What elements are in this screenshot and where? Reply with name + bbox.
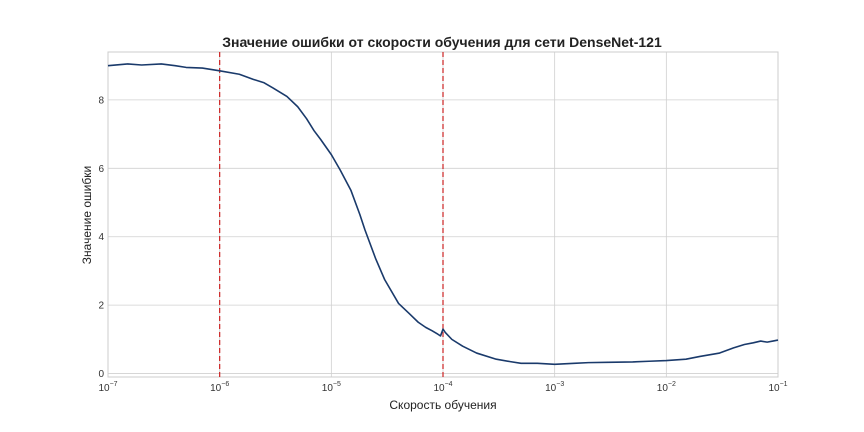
x-ticks: 10−7 10−6 10−5 10−4 10−3 10−2 10−1 <box>98 381 787 394</box>
x-tick-label: 10−6 <box>210 381 229 394</box>
y-tick-label: 2 <box>98 301 104 312</box>
y-tick-label: 8 <box>98 95 104 106</box>
reference-lines <box>219 52 444 377</box>
y-ticks: 0 2 4 6 8 <box>98 95 104 380</box>
x-tick-label: 10−1 <box>768 381 787 394</box>
x-tick-exponent: −3 <box>556 381 564 388</box>
x-tick-base: 10 <box>657 383 669 394</box>
y-axis-label: Значение ошибки <box>80 166 94 264</box>
x-tick-exponent: −5 <box>333 381 341 388</box>
x-tick-exponent: −1 <box>780 381 788 388</box>
x-tick-label: 10−3 <box>545 381 564 394</box>
x-tick-label: 10−5 <box>322 381 341 394</box>
series-layer <box>107 63 779 366</box>
x-tick-label: 10−7 <box>98 381 117 394</box>
x-tick-label: 10−4 <box>433 381 452 394</box>
y-tick-label: 0 <box>98 369 104 380</box>
x-tick-base: 10 <box>433 383 445 394</box>
x-tick-exponent: −2 <box>668 381 676 388</box>
x-axis-label: Скорость обучения <box>389 398 496 412</box>
x-tick-exponent: −7 <box>110 381 118 388</box>
x-tick-exponent: −4 <box>445 381 453 388</box>
x-tick-base: 10 <box>322 383 334 394</box>
y-tick-label: 4 <box>98 232 104 243</box>
x-tick-exponent: −6 <box>221 381 229 388</box>
chart-title: Значение ошибки от скорости обучения для… <box>222 34 662 50</box>
x-tick-base: 10 <box>98 383 110 394</box>
x-tick-base: 10 <box>545 383 557 394</box>
x-tick-label: 10−2 <box>657 381 676 394</box>
loss-series-line <box>107 63 779 366</box>
y-tick-label: 6 <box>98 164 104 175</box>
x-tick-base: 10 <box>768 383 780 394</box>
x-tick-base: 10 <box>210 383 222 394</box>
